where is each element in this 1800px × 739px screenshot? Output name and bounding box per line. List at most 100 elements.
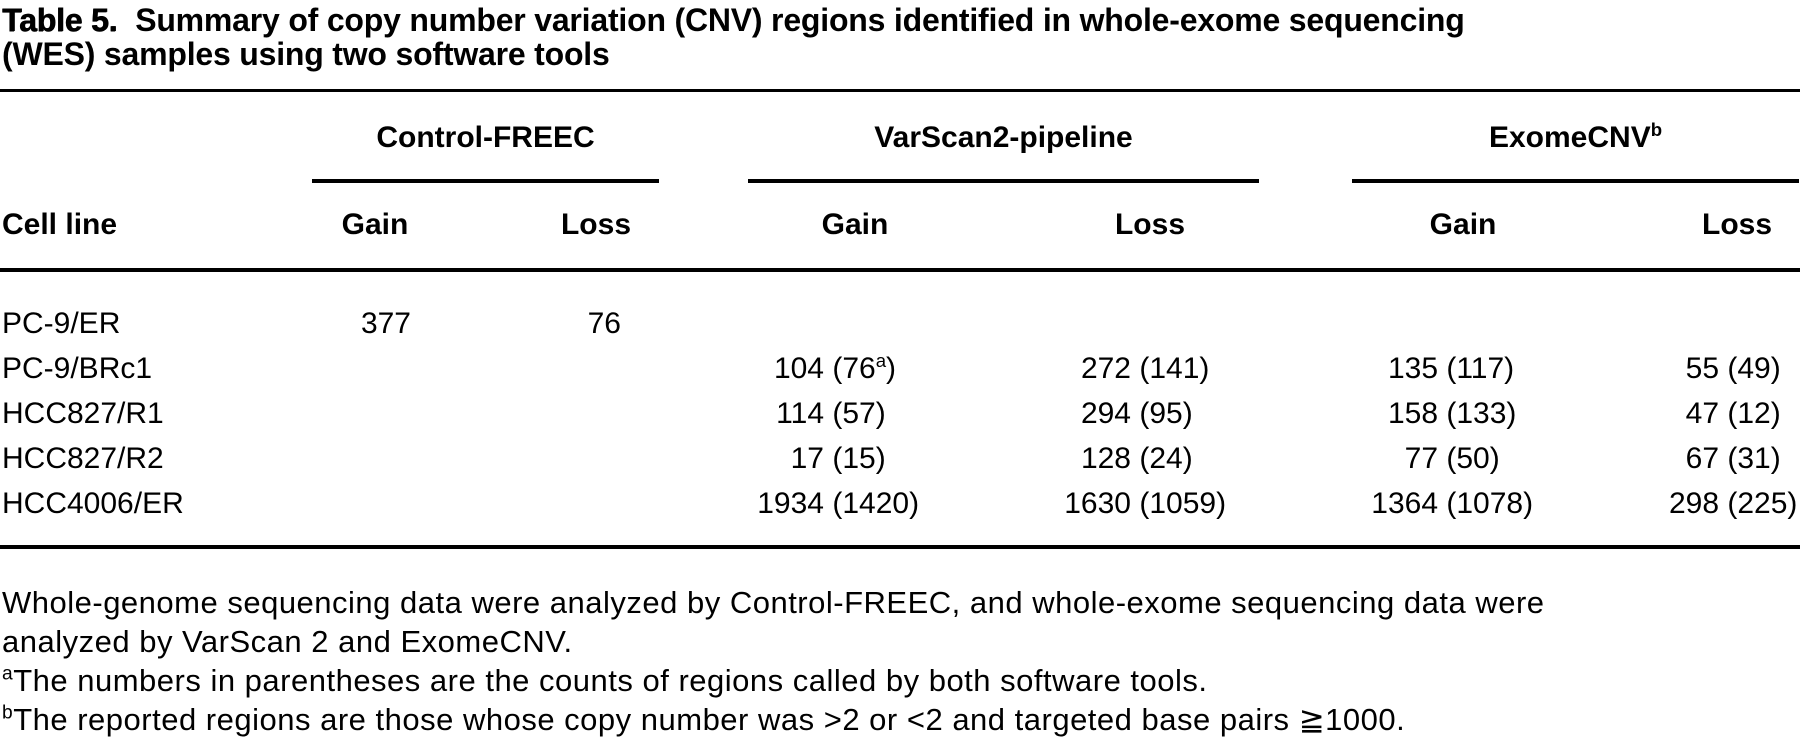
cnv-overlap-count: (1078) xyxy=(1438,487,1534,520)
footnote-general-line2: analyzed by VarScan 2 and ExomeCNV. xyxy=(2,624,573,659)
col-header-loss-exomecnv: Loss xyxy=(1560,184,1800,272)
cnv-value-cell xyxy=(1560,270,1800,346)
cell-line-label: HCC827/R1 xyxy=(2,397,164,430)
cnv-value-cell: 1364 (1078) xyxy=(1260,481,1560,547)
footnote-a-marker: a xyxy=(2,663,14,685)
footnote-a: aThe numbers in parentheses are the coun… xyxy=(2,661,1800,700)
table-row: HCC827/R1 114 (57) 294 (95) 158 (133) 47 (12… xyxy=(0,391,1800,436)
group-underline-varscan2 xyxy=(748,179,1260,183)
cnv-count: 47 xyxy=(1685,397,1720,430)
col-header-gain-control-freec: Gain xyxy=(260,184,420,272)
cnv-value-cell xyxy=(260,346,420,391)
cnv-count: 294 xyxy=(1080,397,1131,430)
group-header-row: Control-FREEC VarScan2-pipeline ExomeCNV… xyxy=(0,91,1800,185)
cnv-overlap-count: (225) xyxy=(1719,487,1798,520)
cnv-value-cell: 135 (117) xyxy=(1260,346,1560,391)
cnv-count: 1630 xyxy=(1064,487,1131,520)
footnote-b-marker: b xyxy=(2,702,14,724)
cnv-value-cell: 77 (50) xyxy=(1260,436,1560,481)
cnv-count: 377 xyxy=(360,307,411,340)
cnv-value-cell: 47 (12) xyxy=(1560,391,1800,436)
cnv-value-cell: 17 (15) xyxy=(660,436,960,481)
cnv-value-cell xyxy=(1260,270,1560,346)
footnote-b: bThe reported regions are those whose co… xyxy=(2,700,1800,739)
footnote-marker-b: b xyxy=(1650,119,1663,140)
cnv-value-cell: 272 (141) xyxy=(960,346,1260,391)
footnote-general-line1: Whole-genome sequencing data were analyz… xyxy=(2,585,1545,620)
table-title: Table 5. Summary of copy number variation… xyxy=(0,0,1800,71)
col-header-gain-exomecnv: Gain xyxy=(1260,184,1561,272)
group-header-control-freec: Control-FREEC xyxy=(260,91,660,185)
column-header-row: Cell line Gain Loss Gain Loss Gain Loss xyxy=(0,184,1800,272)
table-row: HCC827/R2 17 (15) 128 (24) 77 (50) 67 (31) xyxy=(0,436,1800,481)
cnv-value-cell xyxy=(420,346,660,391)
cnv-count: 67 xyxy=(1685,442,1720,475)
cnv-value-cell: 76 xyxy=(420,270,660,346)
cnv-count: 272 xyxy=(1080,352,1131,385)
cnv-overlap-count: (95) xyxy=(1131,397,1193,430)
cell-line-label: PC-9/ER xyxy=(2,307,121,340)
table-caption-line2: (WES) samples using two software tools xyxy=(2,36,610,72)
cell-line-label: HCC4006/ER xyxy=(2,487,184,520)
cnv-value-cell: 158 (133) xyxy=(1260,391,1560,436)
cnv-value-cell xyxy=(260,391,420,436)
cnv-overlap-count: (31) xyxy=(1719,442,1781,475)
cnv-value-cell xyxy=(260,481,420,547)
cnv-value-cell xyxy=(420,481,660,547)
cnv-count: 298 xyxy=(1668,487,1720,520)
cnv-value-cell: 298 (225) xyxy=(1560,481,1800,547)
table-number: Table 5. xyxy=(2,2,118,38)
cnv-overlap-count: (133) xyxy=(1438,397,1517,430)
footnote-a-text: The numbers in parentheses are the count… xyxy=(13,663,1208,698)
cnv-value-cell: 1630 (1059) xyxy=(960,481,1260,547)
cnv-value-cell xyxy=(660,270,960,346)
group-header-spacer xyxy=(0,91,260,185)
col-header-gain-varscan2: Gain xyxy=(660,184,960,272)
cnv-value-cell: 67 (31) xyxy=(1560,436,1800,481)
group-label-exomecnv: ExomeCNVb xyxy=(1352,120,1799,156)
cnv-overlap-count: (24) xyxy=(1131,442,1193,475)
cnv-value-cell xyxy=(420,436,660,481)
group-label-varscan2: VarScan2-pipeline xyxy=(874,121,1133,154)
col-header-loss-control-freec: Loss xyxy=(420,184,660,272)
col-header-cell-line: Cell line xyxy=(0,184,260,272)
cnv-count: 114 xyxy=(776,397,824,430)
table-caption-line1: Summary of copy number variation (CNV) r… xyxy=(135,2,1465,38)
cell-line-label: PC-9/BRc1 xyxy=(2,352,153,385)
footnote-a-marker: a xyxy=(875,350,887,371)
cnv-count: 135 xyxy=(1387,352,1439,385)
cnv-value-cell: 1934 (1420) xyxy=(660,481,960,547)
cnv-overlap-count: (12) xyxy=(1719,397,1781,430)
cnv-value-cell xyxy=(420,391,660,436)
cnv-value-cell xyxy=(960,270,1260,346)
cnv-count: 158 xyxy=(1387,397,1439,430)
cnv-count: 128 xyxy=(1080,442,1131,475)
col-header-loss-varscan2: Loss xyxy=(960,184,1261,272)
cnv-overlap-count: (117) xyxy=(1438,352,1515,385)
group-header-varscan2: VarScan2-pipeline xyxy=(660,91,1260,185)
footnotes: Whole-genome sequencing data were analyz… xyxy=(0,583,1800,739)
table-body: PC-9/ER 377 76 PC-9/BRc1 104 (76a) 272 (141) 1… xyxy=(0,270,1800,547)
group-label-exomecnv-text: ExomeCNV xyxy=(1488,121,1651,154)
cnv-count: 76 xyxy=(587,307,621,340)
cnv-count: 1934 xyxy=(757,487,824,520)
cnv-value-cell: 104 (76a) xyxy=(660,346,960,391)
cnv-overlap-count: (15) xyxy=(824,442,886,475)
table-row: PC-9/BRc1 104 (76a) 272 (141) 135 (117) 55 (… xyxy=(0,346,1800,391)
cell-line-label: HCC827/R2 xyxy=(2,442,164,475)
cnv-overlap-count: (1059) xyxy=(1131,487,1227,520)
cnv-value-cell: 377 xyxy=(260,270,420,346)
footnote-b-text: The reported regions are those whose cop… xyxy=(13,702,1406,737)
cnv-summary-table: Control-FREEC VarScan2-pipeline ExomeCNV… xyxy=(0,89,1800,549)
cnv-value-cell: 128 (24) xyxy=(960,436,1260,481)
cnv-value-cell xyxy=(260,436,420,481)
cnv-overlap-count: (76a) xyxy=(824,350,897,385)
cnv-value-cell: 114 (57) xyxy=(660,391,960,436)
cnv-count: 104 xyxy=(773,352,824,385)
cnv-overlap-count: (50) xyxy=(1438,442,1500,475)
group-underline-exomecnv xyxy=(1352,179,1800,183)
group-underline-control-freec xyxy=(312,179,659,183)
cnv-value-cell: 55 (49) xyxy=(1560,346,1800,391)
cnv-count: 55 xyxy=(1685,352,1720,385)
